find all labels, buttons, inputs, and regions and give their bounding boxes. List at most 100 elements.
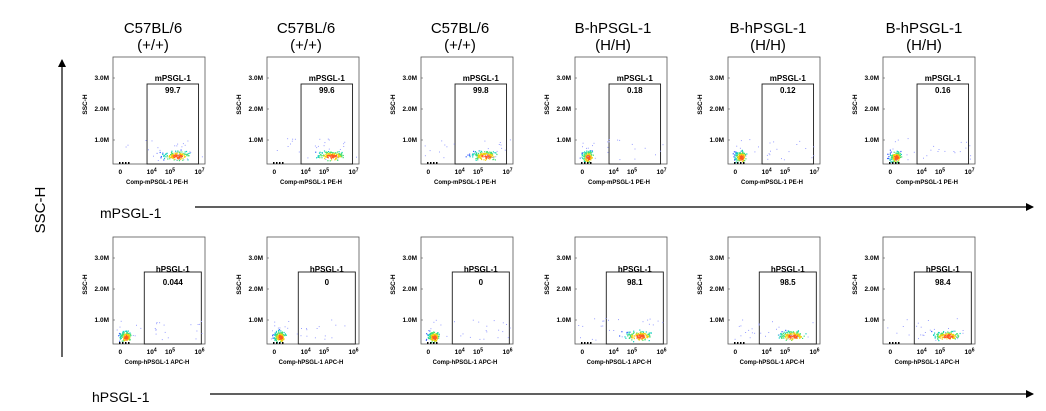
event-dot xyxy=(278,337,280,339)
event-dot xyxy=(907,159,909,161)
event-dot xyxy=(179,153,181,155)
event-dot xyxy=(181,153,183,155)
y-axis-label-small: SSC-H xyxy=(544,274,551,295)
event-dot xyxy=(590,157,592,159)
event-dot xyxy=(126,331,128,333)
event-dot xyxy=(120,333,122,335)
event-dot xyxy=(330,157,332,159)
event-dot xyxy=(741,151,744,153)
event-dot xyxy=(332,154,335,156)
event-dot xyxy=(898,158,900,160)
event-dot xyxy=(933,334,935,336)
y-tick-label: 3.0M xyxy=(865,255,879,262)
event-dot xyxy=(945,332,947,335)
event-dot xyxy=(496,150,498,152)
event-dot xyxy=(638,338,640,340)
x-axis-label-small: Comp-hPSGL-1 APC-H xyxy=(125,360,190,366)
event-dot xyxy=(786,332,788,334)
event-dot xyxy=(343,146,345,147)
event-dot xyxy=(507,337,509,339)
event-dot xyxy=(950,336,952,338)
event-dot xyxy=(279,334,281,336)
event-dot xyxy=(434,335,436,337)
event-dot xyxy=(646,335,648,337)
event-dot xyxy=(181,151,183,153)
event-dot xyxy=(643,336,645,338)
event-dot xyxy=(740,156,742,158)
event-dot xyxy=(172,157,174,159)
column-header-1-line-2: (+/+) xyxy=(137,37,169,54)
event-dot xyxy=(338,155,340,157)
event-dot xyxy=(339,155,341,157)
event-dot xyxy=(155,333,157,335)
event-dot xyxy=(946,334,948,336)
event-dot xyxy=(748,329,750,331)
event-dot xyxy=(127,338,129,340)
row-2-axis-label: hPSGL-1 xyxy=(92,389,150,405)
x-tick-label: 0 xyxy=(119,349,123,356)
y-tick-label: 2.0M xyxy=(557,286,571,293)
event-dot xyxy=(178,154,180,156)
event-dot xyxy=(895,152,897,154)
event-dot xyxy=(318,152,321,154)
event-dot xyxy=(332,153,334,155)
event-dot xyxy=(336,153,338,156)
event-dot xyxy=(123,332,125,334)
x-tick-label: 106 xyxy=(348,348,358,357)
event-dot xyxy=(120,320,122,322)
event-dot xyxy=(642,339,644,341)
event-dot xyxy=(768,153,770,155)
event-dot xyxy=(581,154,583,156)
event-dot xyxy=(758,323,760,325)
event-dot xyxy=(283,338,285,340)
event-dot xyxy=(587,151,590,153)
event-dot xyxy=(176,152,178,154)
event-dot xyxy=(499,142,501,143)
event-dot xyxy=(896,157,898,160)
event-dot xyxy=(337,153,339,155)
event-dot xyxy=(743,159,745,161)
y-tick-label: 3.0M xyxy=(249,255,263,262)
event-dot xyxy=(290,143,291,145)
event-dot xyxy=(736,155,738,157)
event-dot xyxy=(272,337,274,339)
event-dot xyxy=(583,157,585,159)
event-dot xyxy=(639,329,641,331)
y-axis-label-small: SSC-H xyxy=(82,94,89,115)
event-dot xyxy=(195,338,197,340)
event-dot xyxy=(324,338,326,340)
event-dot xyxy=(638,337,640,339)
y-tick-label: 3.0M xyxy=(557,75,571,82)
baseline-mark xyxy=(898,342,900,344)
event-dot xyxy=(489,151,491,153)
event-dot xyxy=(791,339,793,341)
baseline-mark xyxy=(273,162,275,164)
event-dot xyxy=(607,146,609,148)
event-dot xyxy=(641,336,644,338)
event-dot xyxy=(754,332,756,334)
event-dot xyxy=(487,157,489,159)
event-dot xyxy=(487,152,489,154)
event-dot xyxy=(890,159,892,161)
event-dot xyxy=(636,336,638,338)
event-dot xyxy=(743,156,746,158)
event-dot xyxy=(585,152,587,154)
event-dot xyxy=(785,334,787,336)
event-dot xyxy=(931,330,933,333)
event-dot xyxy=(618,319,619,321)
event-dot xyxy=(781,331,783,333)
x-tick-label: 107 xyxy=(656,168,666,177)
event-dot xyxy=(493,320,495,322)
event-dot xyxy=(469,155,471,157)
y-tick-label: 3.0M xyxy=(710,75,724,82)
event-dot xyxy=(462,333,464,335)
x-tick-label: 107 xyxy=(964,168,974,177)
event-dot xyxy=(803,335,805,337)
event-dot xyxy=(189,152,191,154)
event-dot xyxy=(315,151,317,153)
event-dots xyxy=(578,318,664,343)
event-dot xyxy=(954,152,956,154)
event-dot xyxy=(279,337,281,339)
event-dot xyxy=(607,151,609,153)
